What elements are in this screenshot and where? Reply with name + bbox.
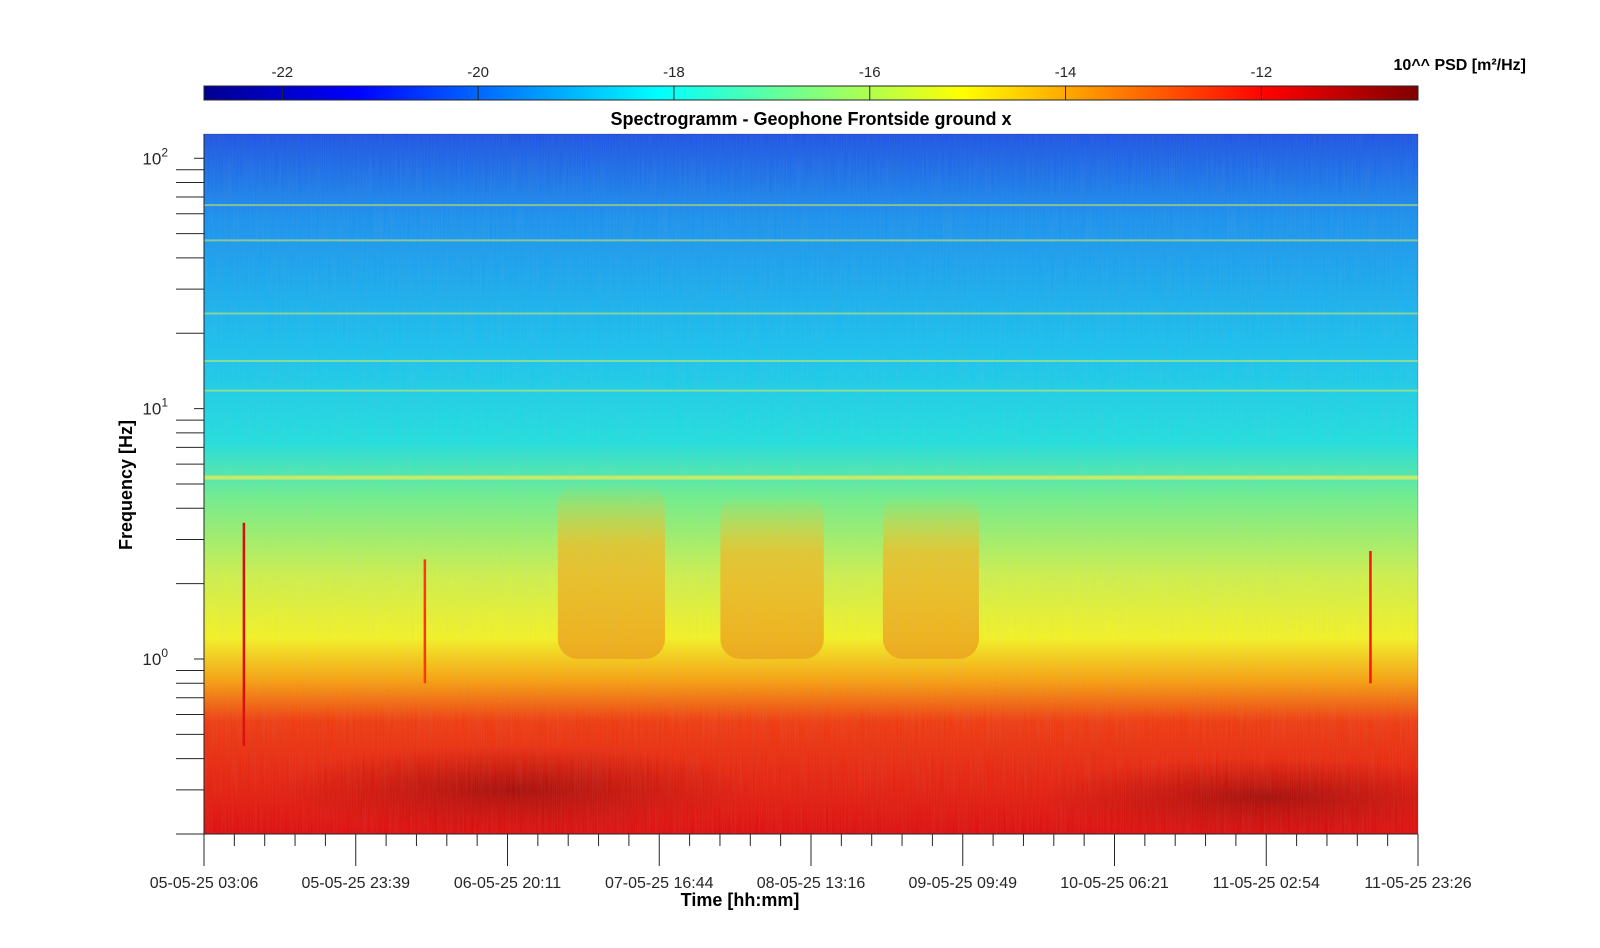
x-tick-label: 07-05-25 16:44: [605, 875, 714, 892]
x-tick-label: 05-05-25 23:39: [301, 875, 410, 892]
colorbar-ticks: -22 -20 -18 -16 -14 -12: [271, 64, 1272, 100]
x-tick-label: 11-05-25 23:26: [1364, 875, 1471, 892]
colorbar-tick-label: -20: [467, 64, 489, 81]
spectrogram-noise-texture: [204, 134, 1418, 834]
y-tick-label: 101: [142, 396, 168, 419]
y-axis-label: Frequency [Hz]: [116, 420, 136, 550]
colorbar-tick-label: -18: [663, 64, 685, 81]
colorbar-tick-label: -12: [1251, 64, 1273, 81]
x-tick-label: 10-05-25 06:21: [1060, 875, 1169, 892]
x-tick-label: 09-05-25 09:49: [908, 875, 1017, 892]
y-tick-exponent: 2: [161, 145, 168, 159]
x-tick-label: 11-05-25 02:54: [1213, 875, 1320, 892]
x-tick-label: 06-05-25 20:11: [454, 875, 561, 892]
x-axis: 05-05-25 03:06 05-05-25 23:39 06-05-25 20:…: [150, 833, 1472, 892]
y-tick-base: 10: [142, 149, 161, 168]
colorbar-tick-label: -22: [271, 64, 293, 81]
colorbar: -22 -20 -18 -16 -14 -12 10^^ PSD [m²/Hz]: [203, 57, 1526, 101]
x-tick-label: 05-05-25 03:06: [150, 875, 259, 892]
spectrogram-plot-area: [204, 134, 1418, 834]
colorbar-tick-label: -14: [1055, 64, 1077, 81]
colorbar-label: 10^^ PSD [m²/Hz]: [1394, 57, 1526, 74]
y-tick-exponent: 0: [161, 646, 168, 660]
y-tick-exponent: 1: [161, 396, 168, 410]
x-tick-label: 08-05-25 13:16: [757, 875, 866, 892]
colorbar-gradient: [203, 85, 1419, 101]
y-tick-label: 100: [142, 646, 168, 669]
y-tick-base: 10: [142, 400, 161, 419]
y-tick-base: 10: [142, 650, 161, 669]
x-axis-label: Time [hh:mm]: [681, 890, 800, 910]
chart-title: Spectrogramm - Geophone Frontside ground…: [610, 109, 1011, 129]
colorbar-tick-label: -16: [859, 64, 881, 81]
y-tick-label: 102: [142, 145, 168, 168]
